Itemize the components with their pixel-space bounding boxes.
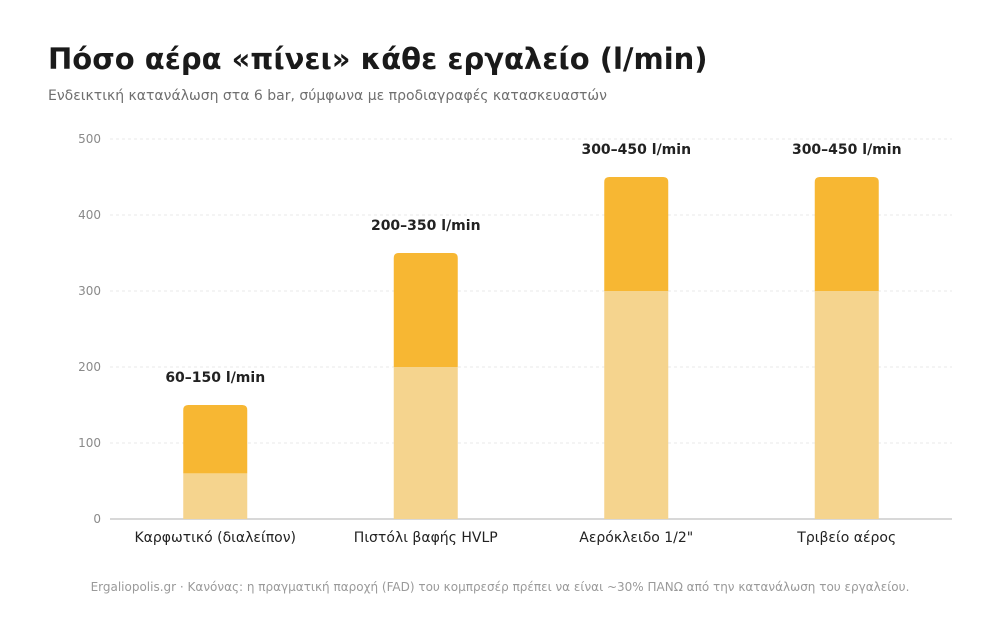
bar-data-label: 60–150 l/min: [165, 370, 265, 386]
bar-data-label: 300–450 l/min: [581, 142, 691, 158]
bar-segment-range: [814, 177, 879, 291]
chart-subtitle: Ενδεικτική κατανάλωση στα 6 bar, σύμφωνα…: [48, 88, 607, 104]
x-category-label: Πιστόλι βαφής HVLP: [354, 530, 498, 546]
x-category-label: Καρφωτικό (διαλείπον): [134, 530, 296, 546]
bar-segment-range: [183, 405, 248, 474]
x-category-label: Τριβείο αέρος: [796, 530, 896, 546]
bar-segment-range: [393, 253, 458, 367]
bar-segment-range: [604, 177, 669, 291]
bar-segment-min: [393, 367, 458, 519]
y-tick-label: 100: [78, 436, 101, 450]
bar-segment-min: [183, 473, 248, 519]
y-tick-label: 400: [78, 208, 101, 222]
y-tick-label: 0: [93, 512, 101, 526]
bar-segment-min: [604, 291, 669, 519]
y-tick-label: 500: [78, 132, 101, 146]
bar-data-label: 200–350 l/min: [371, 218, 481, 234]
bar-segment-min: [814, 291, 879, 519]
y-tick-label: 200: [78, 360, 101, 374]
y-tick-label: 300: [78, 284, 101, 298]
x-category-label: Αερόκλειδο 1/2": [579, 530, 693, 546]
bar-data-label: 300–450 l/min: [792, 142, 902, 158]
chart-title: Πόσο αέρα «πίνει» κάθε εργαλείο (l/min): [48, 42, 708, 76]
footer-note: Ergaliopolis.gr · Κανόνας: η πραγματική …: [90, 580, 910, 594]
